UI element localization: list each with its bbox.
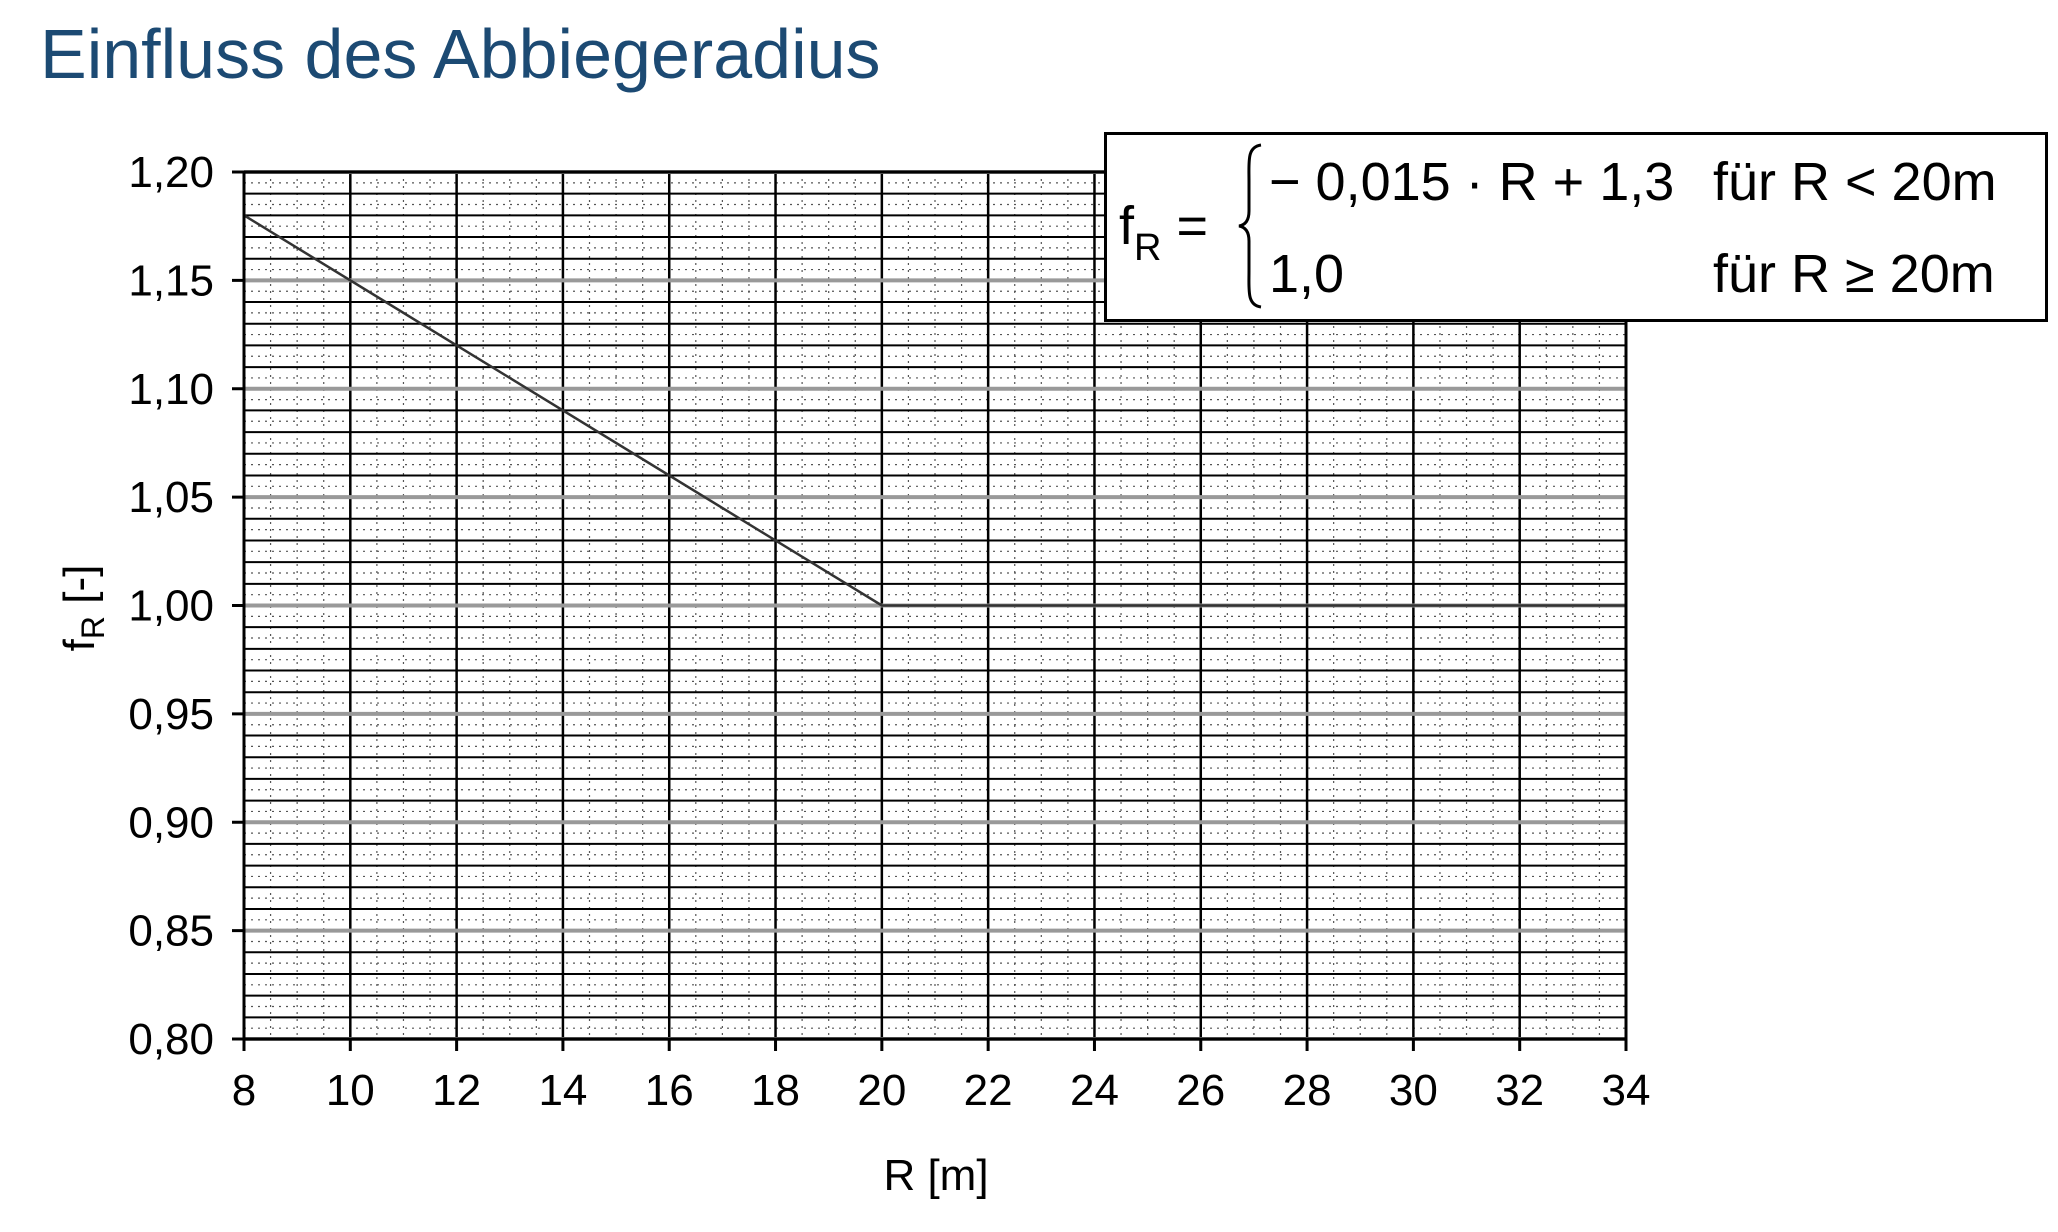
- x-tick-label: 18: [751, 1066, 800, 1115]
- left-brace-icon: [1238, 143, 1262, 309]
- x-tick-label: 34: [1602, 1066, 1651, 1115]
- x-tick-label: 22: [964, 1066, 1013, 1115]
- formula-lhs: fR =: [1119, 196, 1209, 269]
- y-tick-label: 1,10: [128, 365, 214, 414]
- y-tick-label: 0,95: [128, 690, 214, 739]
- x-axis-label: R [m]: [883, 1151, 988, 1200]
- x-tick-label: 26: [1176, 1066, 1225, 1115]
- x-tick-label: 14: [538, 1066, 587, 1115]
- y-tick-label: 1,20: [128, 148, 214, 197]
- axes: [232, 170, 1628, 1051]
- x-tick-labels: 8 10 12 14 16 18 20 22 24 26 28 30 32 34: [232, 1066, 1651, 1115]
- y-tick-label: 0,85: [128, 907, 214, 956]
- x-tick-label: 30: [1389, 1066, 1438, 1115]
- formula-box: fR = − 0,015 · R + 1,3 für R < 20m 1,0 f…: [1104, 132, 2048, 322]
- x-tick-label: 16: [645, 1066, 694, 1115]
- x-tick-label: 8: [232, 1066, 256, 1115]
- y-axis-label: fR [-]: [55, 565, 111, 652]
- y-tick-label: 1,15: [128, 256, 214, 305]
- series-line: [243, 214, 1626, 607]
- formula-case2-condition: für R ≥ 20m: [1713, 244, 1995, 304]
- y-tick-label: 0,80: [128, 1015, 214, 1064]
- series-layer: [243, 214, 1626, 607]
- x-tick-label: 12: [432, 1066, 481, 1115]
- x-tick-label: 10: [326, 1066, 375, 1115]
- page-title: Einfluss des Abbiegeradius: [40, 15, 881, 93]
- y-tick-labels: 0,80 0,85 0,90 0,95 1,00 1,05 1,10 1,15 1,20: [128, 148, 214, 1064]
- x-tick-label: 24: [1070, 1066, 1119, 1115]
- svg-text:fR [-]: fR [-]: [55, 565, 111, 652]
- formula-case2-expression: 1,0: [1269, 244, 1345, 304]
- y-tick-label: 0,90: [128, 798, 214, 847]
- x-tick-label: 28: [1283, 1066, 1332, 1115]
- y-tick-label: 1,00: [128, 582, 214, 631]
- formula-case1-expression: − 0,015 · R + 1,3: [1269, 152, 1675, 212]
- formula-case1-condition: für R < 20m: [1713, 152, 1997, 212]
- y-tick-label: 1,05: [128, 473, 214, 522]
- x-tick-label: 32: [1495, 1066, 1544, 1115]
- x-tick-label: 20: [857, 1066, 906, 1115]
